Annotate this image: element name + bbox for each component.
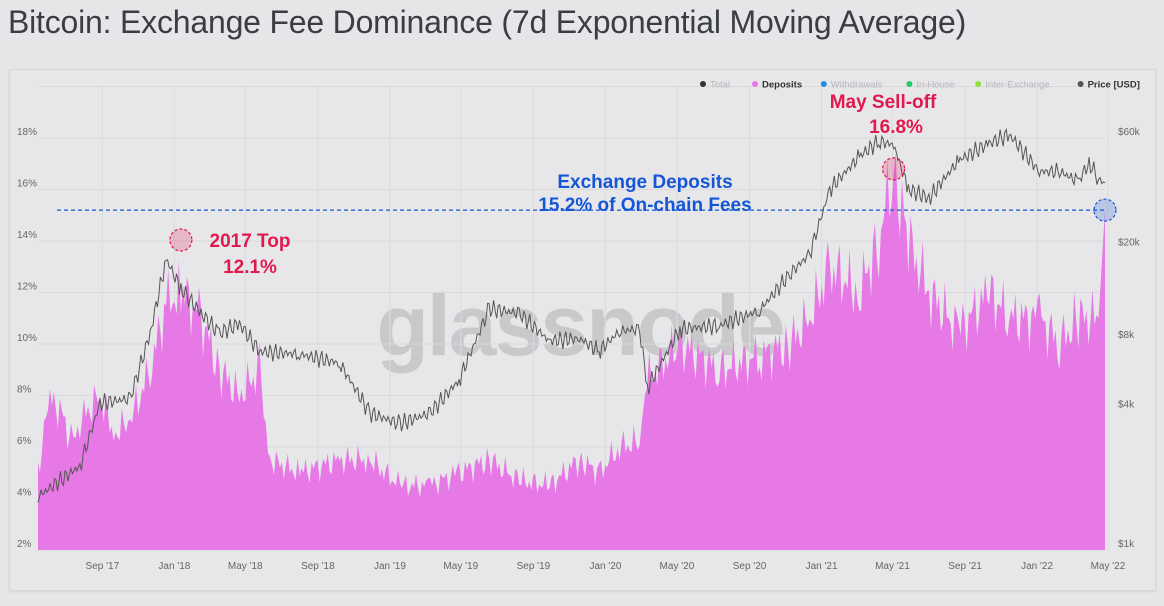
legend: Total Deposits Withdrawals In-House Inter-Ex… bbox=[700, 80, 1140, 91]
page-title: Bitcoin: Exchange Fee Dominance (7d Expo… bbox=[8, 4, 967, 40]
x-tick-label: Jan '19 bbox=[374, 561, 406, 572]
x-tick-label: May '18 bbox=[228, 561, 263, 572]
legend-item-in-house[interactable]: In-House bbox=[906, 80, 955, 91]
y-right-tick-label: $1k bbox=[1118, 539, 1135, 550]
x-tick-label: Sep '18 bbox=[301, 561, 335, 572]
legend-item-withdrawals[interactable]: Withdrawals bbox=[820, 80, 883, 91]
x-tick-label: Sep '19 bbox=[517, 561, 551, 572]
x-tick-label: Jan '18 bbox=[158, 561, 190, 572]
y-right-tick-label: $8k bbox=[1118, 330, 1135, 341]
watermark: glassnode bbox=[376, 278, 783, 374]
y-right-tick-label: $4k bbox=[1118, 400, 1135, 411]
series-deposits-area bbox=[38, 152, 1105, 550]
annotation-label: 2017 Top bbox=[210, 231, 291, 252]
x-tick-label: Jan '22 bbox=[1021, 561, 1053, 572]
annotation-marker bbox=[1093, 198, 1117, 222]
legend-dot-icon bbox=[1077, 81, 1084, 87]
annotation-marker bbox=[169, 228, 193, 252]
y-left-tick-label: 10% bbox=[17, 333, 37, 344]
legend-item-price-usd[interactable]: Price [USD] bbox=[1077, 80, 1140, 91]
legend-dot-icon bbox=[906, 81, 913, 87]
y-left-tick-label: 16% bbox=[17, 179, 37, 190]
annotation-value: 12.1% bbox=[223, 257, 277, 278]
legend-item-inter-exchange[interactable]: Inter-Exchange bbox=[975, 80, 1050, 91]
legend-dot-icon bbox=[820, 81, 827, 87]
annotation-label: Exchange Deposits bbox=[557, 172, 732, 193]
annotation-label: May Sell-off bbox=[830, 92, 937, 113]
y-left-tick-label: 18% bbox=[17, 127, 37, 138]
x-tick-label: May '20 bbox=[660, 561, 695, 572]
x-tick-label: Sep '17 bbox=[86, 561, 120, 572]
legend-dot-icon bbox=[700, 81, 706, 87]
y-right-tick-label: $60k bbox=[1118, 127, 1141, 138]
chart-marks bbox=[37, 127, 1106, 550]
x-tick-label: May '21 bbox=[875, 561, 910, 572]
legend-label: Deposits bbox=[762, 80, 802, 91]
legend-label: Price [USD] bbox=[1088, 80, 1140, 91]
x-tick-label: Sep '21 bbox=[948, 561, 982, 572]
x-tick-label: Sep '20 bbox=[733, 561, 767, 572]
y-left-tick-label: 6% bbox=[17, 436, 32, 447]
legend-dot-icon bbox=[975, 81, 982, 87]
legend-label: Inter-Exchange bbox=[985, 80, 1049, 91]
y-left-tick-label: 2% bbox=[17, 539, 32, 550]
legend-dot-icon bbox=[752, 81, 758, 87]
x-tick-label: May '19 bbox=[443, 561, 478, 572]
annotation-value: 15.2% of On-chain Fees bbox=[538, 195, 751, 216]
legend-label: Total bbox=[710, 80, 730, 91]
annotations: 2017 Top 12.1% May Sell-off 16.8% Exchange D… bbox=[57, 92, 1117, 278]
legend-label: Withdrawals bbox=[831, 80, 883, 91]
y-left-tick-label: 14% bbox=[17, 230, 37, 241]
y-right-tick-label: $20k bbox=[1118, 238, 1141, 249]
legend-item-deposits[interactable]: Deposits bbox=[752, 80, 802, 91]
axes: 2% 4% 6% 8% 10% 12% 14% 16% 18% $1k $4k $8k $20k $60k… bbox=[17, 127, 1141, 572]
x-tick-label: Jan '21 bbox=[806, 561, 838, 572]
y-left-tick-label: 12% bbox=[17, 282, 37, 293]
legend-item-total[interactable]: Total bbox=[700, 80, 730, 91]
x-tick-label: May '22 bbox=[1091, 561, 1126, 572]
y-left-tick-label: 8% bbox=[17, 385, 32, 396]
y-left-tick-label: 4% bbox=[17, 488, 32, 499]
series-price-line bbox=[37, 127, 1106, 503]
annotation-marker bbox=[882, 157, 906, 181]
annotation-value: 16.8% bbox=[869, 117, 923, 138]
x-tick-label: Jan '20 bbox=[589, 561, 621, 572]
legend-label: In-House bbox=[916, 80, 955, 91]
